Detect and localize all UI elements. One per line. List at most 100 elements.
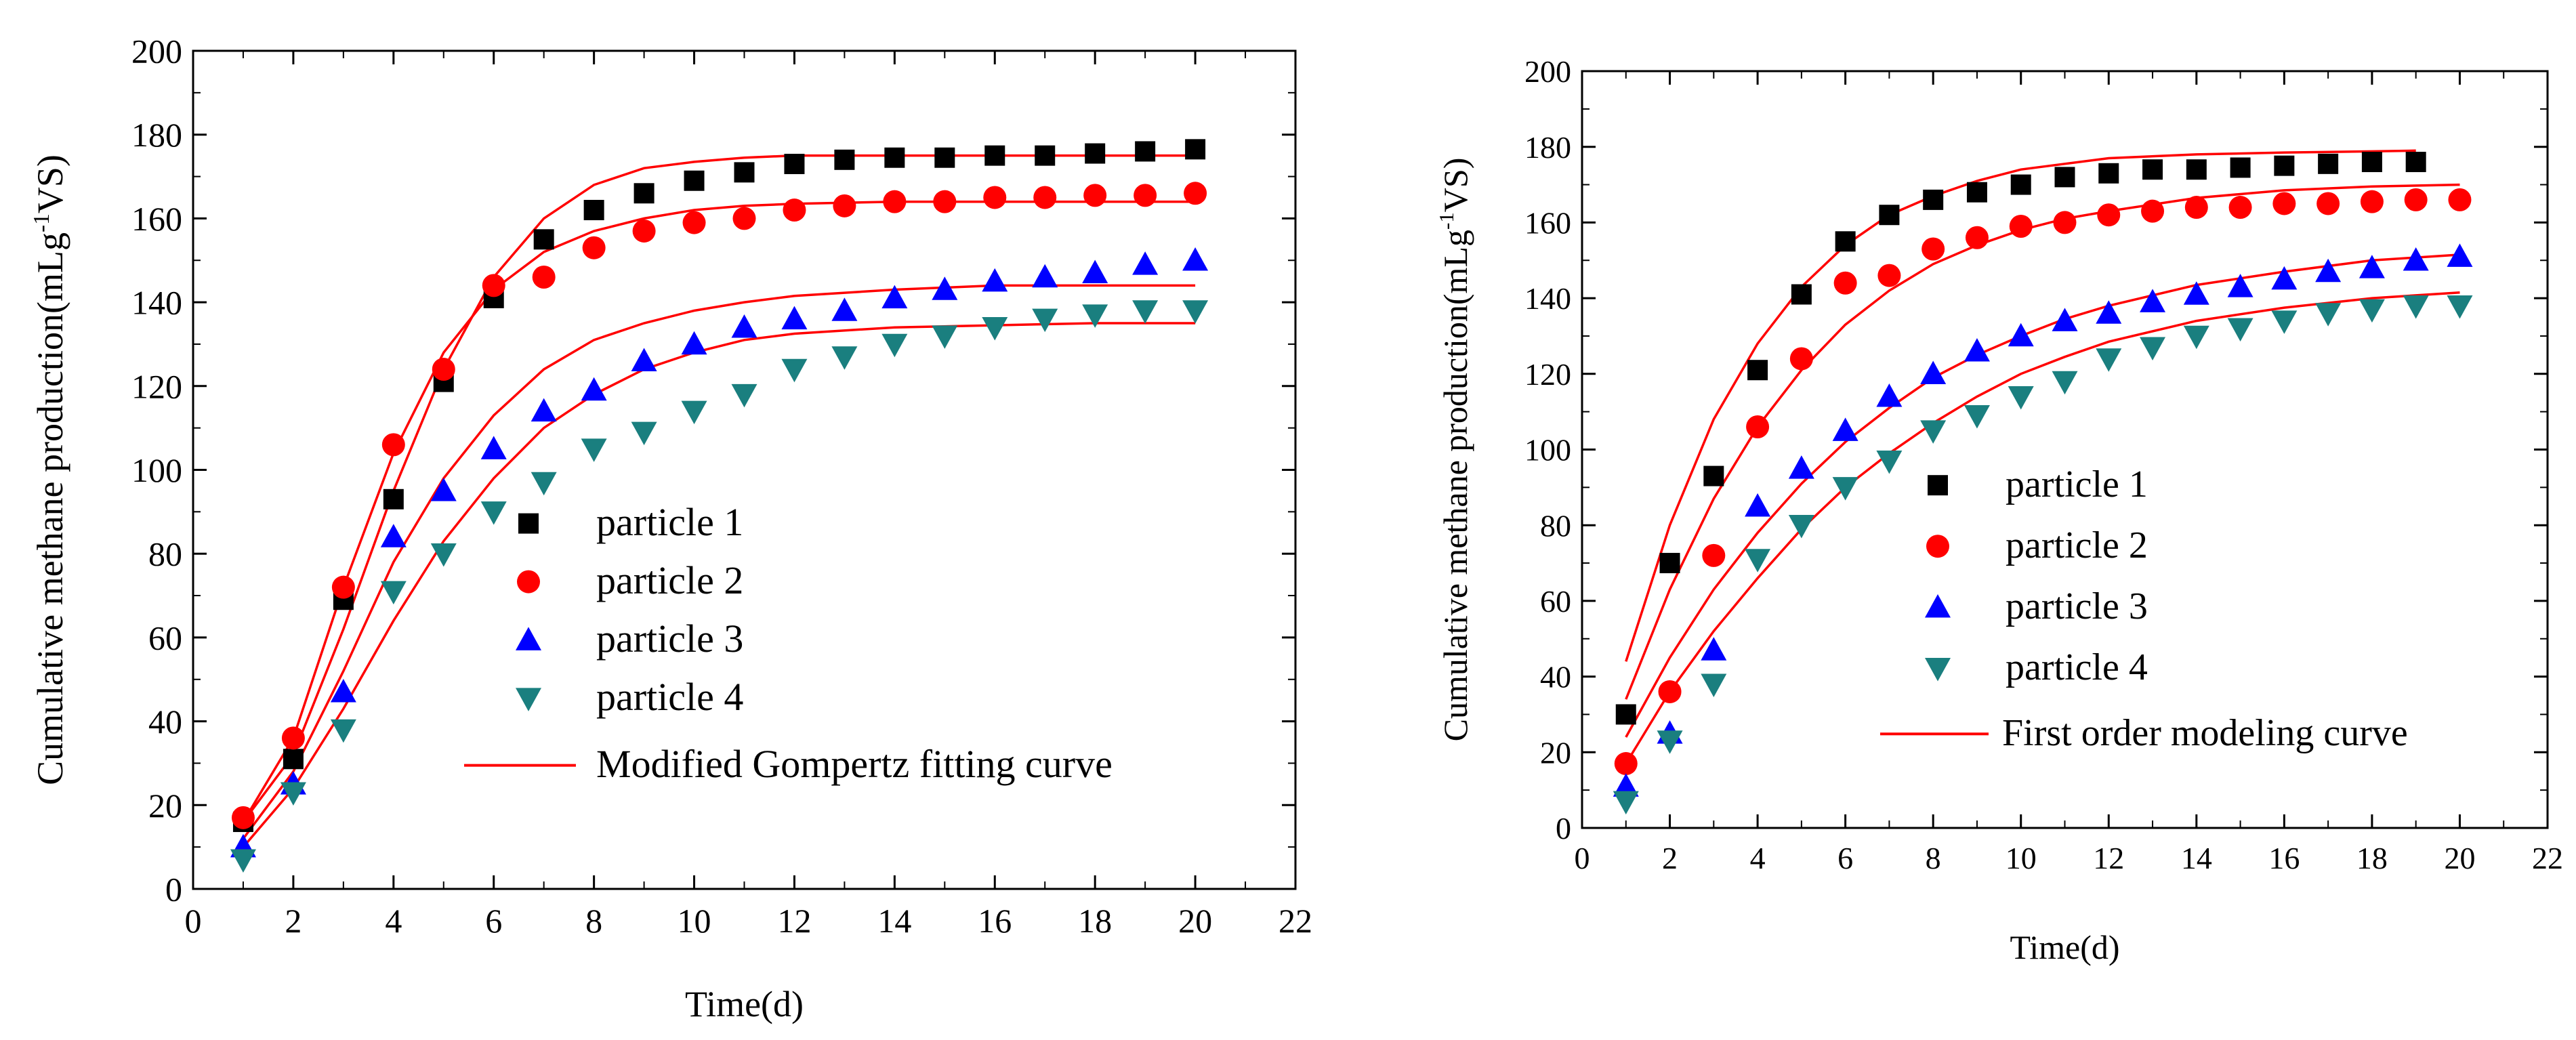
data-point-triangle-up xyxy=(2359,255,2385,278)
data-point-square xyxy=(1747,360,1768,381)
data-point-circle xyxy=(2272,192,2296,215)
data-point-triangle-down xyxy=(2271,310,2298,334)
x-tick-label: 14 xyxy=(2181,841,2212,875)
series-2 xyxy=(231,182,1207,829)
data-point-square xyxy=(383,488,404,509)
legend-label-1: particle 1 xyxy=(596,500,743,544)
x-tick-label: 2 xyxy=(285,902,302,940)
fit-curve-1 xyxy=(242,154,1196,823)
x-axis-title: Time(d) xyxy=(685,984,804,1024)
y-tick-label: 0 xyxy=(165,871,182,909)
data-point-triangle-up xyxy=(1832,417,1858,441)
legend: particle 1 particle 2 particle 3 particle 4… xyxy=(1880,463,2408,754)
x-tick-label: 4 xyxy=(1750,841,1766,875)
data-point-circle xyxy=(983,186,1007,209)
x-tick-label: 12 xyxy=(2093,841,2124,875)
data-point-triangle-down xyxy=(831,346,858,370)
data-point-circle xyxy=(432,358,455,381)
y-tick-label: 60 xyxy=(1540,584,1571,619)
data-point-triangle-down xyxy=(731,383,757,408)
legend-marker-1 xyxy=(1928,475,1948,496)
x-tick-label: 6 xyxy=(485,902,502,940)
data-point-triangle-down xyxy=(631,421,657,446)
data-point-square xyxy=(1135,141,1156,162)
data-point-circle xyxy=(682,211,706,234)
data-point-triangle-down xyxy=(2096,348,2122,372)
data-point-triangle-up xyxy=(2052,308,2078,331)
data-point-triangle-down xyxy=(1832,477,1858,501)
data-point-circle xyxy=(1083,184,1107,207)
data-point-circle xyxy=(2184,196,2208,220)
data-point-triangle-up xyxy=(881,285,908,309)
legend-marker-1 xyxy=(518,513,539,534)
data-point-triangle-up xyxy=(1920,360,1947,385)
series-4 xyxy=(1613,295,2473,815)
chart-panel-left: 0 2 4 6 8 10 12 14 16 18 20 22 0 20 40 60 80 100 120 140 160… xyxy=(29,33,1312,1025)
data-point-square xyxy=(2142,159,2163,180)
data-point-circle xyxy=(2404,188,2428,211)
data-point-square xyxy=(1791,284,1812,305)
data-point-square xyxy=(784,153,805,174)
y-tick-label: 0 xyxy=(1556,811,1571,846)
series-1 xyxy=(232,139,1206,833)
data-point-square xyxy=(1035,145,1056,166)
data-point-circle xyxy=(1921,237,1945,261)
x-tick-label: 0 xyxy=(185,902,202,940)
y-axis-title-end: VS) xyxy=(1436,158,1474,213)
data-point-triangle-up xyxy=(932,276,958,300)
data-point-triangle-up xyxy=(731,314,757,338)
y-tick-label: 160 xyxy=(1524,206,1571,241)
data-point-circle xyxy=(783,199,806,222)
data-point-triangle-up xyxy=(2403,247,2429,271)
data-point-square xyxy=(583,200,604,221)
data-point-circle xyxy=(1134,184,1157,207)
data-point-square xyxy=(1966,182,1987,203)
legend-marker-2 xyxy=(517,570,540,594)
data-point-triangle-down xyxy=(380,581,407,605)
data-point-circle xyxy=(281,726,305,750)
data-point-circle xyxy=(2317,192,2340,215)
y-tick-label: 180 xyxy=(131,116,182,154)
data-point-square xyxy=(734,162,755,183)
data-point-square xyxy=(934,147,955,168)
data-point-triangle-down xyxy=(2183,325,2209,350)
legend-label-3: particle 3 xyxy=(596,617,743,661)
y-axis-title-end: VS) xyxy=(30,154,70,213)
x-tick-label: 22 xyxy=(2532,841,2563,875)
data-point-square xyxy=(1185,139,1206,160)
x-tick-label: 0 xyxy=(1575,841,1590,875)
data-point-triangle-down xyxy=(280,782,306,806)
data-point-square xyxy=(1835,231,1856,252)
data-point-circle xyxy=(1877,264,1901,287)
y-axis-title-superscript: -1 xyxy=(1434,212,1458,230)
data-point-triangle-up xyxy=(2008,323,2034,347)
data-point-triangle-up xyxy=(1082,259,1108,284)
legend-marker-2 xyxy=(1926,535,1949,558)
data-point-triangle-up xyxy=(1613,773,1639,797)
y-tick-label: 100 xyxy=(131,451,182,489)
data-point-circle xyxy=(482,274,505,297)
data-point-triangle-down xyxy=(531,472,557,496)
data-point-triangle-up xyxy=(1182,247,1209,271)
data-point-triangle-up xyxy=(531,398,557,422)
data-point-circle xyxy=(381,433,405,457)
y-axis-title-main: Cumulative methane production(mLg xyxy=(30,232,70,785)
data-point-triangle-up xyxy=(2096,300,2122,324)
x-tick-label: 6 xyxy=(1837,841,1853,875)
data-point-triangle-up xyxy=(380,524,407,547)
y-tick-label: 160 xyxy=(131,200,182,238)
data-point-triangle-down xyxy=(1182,300,1209,324)
data-point-square xyxy=(2186,159,2207,180)
data-point-triangle-down xyxy=(1964,404,1990,429)
data-point-triangle-down xyxy=(881,333,908,358)
fit-curve-1 xyxy=(1625,149,2416,662)
y-tick-label: 140 xyxy=(131,284,182,322)
data-point-triangle-up xyxy=(1032,264,1058,288)
legend: particle 1 particle 2 particle 3 particle 4… xyxy=(464,500,1113,786)
data-point-triangle-up xyxy=(831,297,858,321)
data-point-circle xyxy=(2053,211,2077,234)
legend-label-2: particle 2 xyxy=(2006,524,2148,566)
data-point-circle xyxy=(2360,190,2384,213)
data-point-circle xyxy=(1702,543,1726,567)
data-point-circle xyxy=(231,806,255,829)
